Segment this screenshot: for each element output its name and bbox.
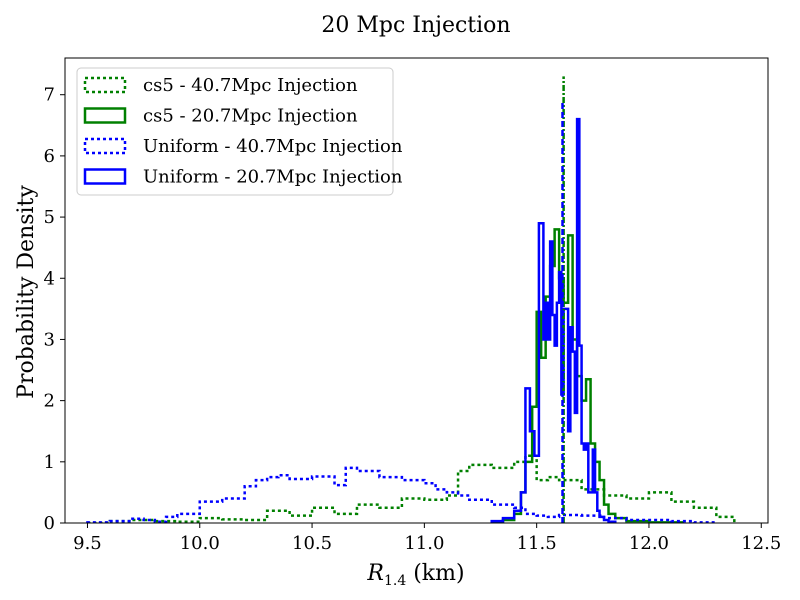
x-axis-label-sub: 1.4 — [384, 573, 406, 589]
y-tick-label: 1 — [44, 452, 55, 473]
series-0-histogram — [87, 454, 736, 523]
x-tick-label: 10.5 — [292, 533, 332, 554]
y-tick-label: 3 — [44, 329, 55, 350]
legend-swatch-2 — [83, 137, 127, 155]
series-3-histogram — [490, 117, 617, 523]
axes: 9.5 10.0 10.5 11.0 11.5 12.0 12.5 0 1 2 3 4 5 6 7 — [44, 57, 781, 554]
legend-label-0: cs5 - 40.7Mpc Injection — [143, 75, 358, 96]
plot-frame — [64, 57, 769, 524]
x-tick-label: 11.0 — [404, 533, 444, 554]
legend-swatch-3 — [83, 168, 127, 185]
x-axis-label-unit: (km) — [406, 561, 464, 586]
legend-label-2: Uniform - 40.7Mpc Injection — [143, 136, 403, 157]
x-tick-label: 12.5 — [741, 533, 781, 554]
y-tick-label: 7 — [44, 85, 55, 106]
legend-label-1: cs5 - 20.7Mpc Injection — [143, 106, 358, 127]
x-tick-label: 9.5 — [73, 533, 102, 554]
x-axis-label-main: R — [366, 561, 384, 586]
y-tick-label: 2 — [44, 391, 55, 412]
y-tick-label: 5 — [44, 207, 55, 228]
legend-swatch-0 — [83, 76, 127, 94]
x-tick-label: 10.0 — [180, 533, 220, 554]
y-tick-label: 6 — [44, 146, 55, 167]
y-tick-label: 0 — [44, 513, 55, 534]
x-tick-label: 11.5 — [517, 533, 557, 554]
x-axis-label: R1.4 (km) — [366, 561, 464, 589]
plot-area — [86, 76, 736, 523]
legend-label-3: Uniform - 20.7Mpc Injection — [143, 167, 403, 188]
series-2-histogram — [86, 466, 718, 523]
x-tick-label: 12.0 — [629, 533, 669, 554]
legend-box — [76, 67, 394, 196]
y-axis-label: Probability Density — [14, 185, 39, 399]
series-group — [86, 76, 736, 523]
y-tick-label: 4 — [44, 268, 55, 289]
legend-swatch-1 — [83, 107, 127, 124]
chart-title: 20 Mpc Injection — [321, 13, 510, 38]
legend: cs5 - 40.7Mpc Injection cs5 - 20.7Mpc Inj… — [76, 67, 403, 196]
